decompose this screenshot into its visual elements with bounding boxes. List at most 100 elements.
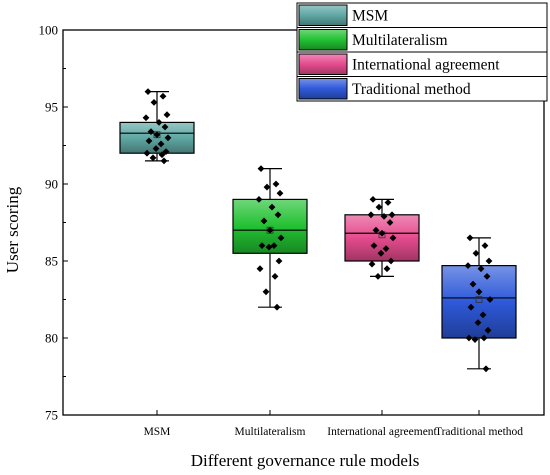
data-point: [159, 92, 167, 100]
y-axis-title: User scoring: [3, 186, 22, 273]
data-point: [466, 234, 474, 242]
data-point: [272, 180, 280, 188]
y-tick-label: 100: [39, 23, 59, 38]
x-tick-label: MSM: [144, 426, 171, 438]
data-point: [383, 265, 391, 273]
data-point: [143, 149, 151, 157]
data-point: [161, 123, 169, 131]
data-point: [378, 229, 386, 237]
data-point: [382, 245, 390, 253]
data-point: [268, 203, 276, 211]
box-group: [441, 234, 517, 373]
legend: MSM Multilateralism International agreemen…: [296, 2, 548, 102]
data-point: [147, 128, 155, 136]
data-point: [377, 249, 385, 257]
x-axis: MSM Multilateralism International agreemen…: [144, 410, 523, 438]
data-point: [481, 242, 489, 249]
data-point: [164, 134, 172, 142]
data-point: [482, 365, 490, 373]
data-point: [274, 211, 282, 219]
legend-item: Traditional method: [296, 76, 548, 102]
y-tick-label: 80: [45, 331, 58, 346]
data-point: [486, 296, 494, 303]
data-point: [372, 226, 380, 234]
data-point: [257, 165, 265, 172]
box-group: [119, 88, 195, 165]
y-tick-label: 75: [45, 408, 58, 423]
x-axis-title: Different governance rule models: [191, 451, 420, 470]
mean-marker: [475, 296, 483, 303]
data-point: [485, 257, 493, 265]
data-point: [480, 334, 488, 342]
legend-swatch: [298, 53, 348, 75]
data-point: [158, 151, 166, 159]
y-tick-label: 85: [45, 254, 58, 269]
data-point: [276, 189, 284, 197]
data-point: [384, 199, 392, 206]
y-tick-label: 95: [45, 100, 58, 115]
data-point: [260, 217, 268, 225]
box-group: [344, 196, 420, 280]
data-point: [469, 280, 477, 288]
data-point: [472, 249, 480, 257]
data-point: [389, 234, 397, 242]
data-point: [464, 262, 472, 270]
legend-label: MSM: [352, 8, 388, 25]
data-point: [270, 242, 278, 249]
data-point: [368, 260, 376, 268]
data-point: [157, 140, 165, 148]
data-point: [149, 154, 157, 162]
data-point: [477, 265, 485, 273]
data-point: [150, 98, 158, 106]
legend-swatch: [298, 29, 348, 51]
data-point: [265, 243, 273, 251]
legend-item: Multilateralism: [296, 27, 548, 53]
data-point: [160, 157, 168, 165]
legend-label: Multilateralism: [352, 32, 448, 49]
y-axis: 75 80 85 90 95 100: [39, 23, 68, 423]
legend-item: MSM: [296, 2, 548, 28]
data-point: [258, 242, 266, 249]
data-point: [271, 273, 279, 280]
data-point: [275, 257, 283, 265]
data-point: [144, 88, 152, 95]
data-point: [465, 334, 473, 342]
legend-swatch: [298, 4, 348, 26]
legend-swatch: [298, 78, 348, 100]
y-tick-label: 90: [45, 177, 58, 192]
data-point: [483, 273, 491, 280]
x-tick-label: International agreement: [327, 426, 437, 438]
data-point: [370, 242, 378, 249]
legend-item: International agreement: [296, 51, 548, 77]
data-point: [152, 145, 160, 152]
legend-label: Traditional method: [352, 81, 471, 98]
data-point: [142, 114, 150, 122]
data-point: [145, 137, 153, 145]
data-point: [266, 226, 274, 234]
data-point: [479, 311, 487, 319]
data-point: [375, 203, 383, 211]
data-point: [484, 326, 492, 334]
data-point: [386, 219, 394, 226]
data-point: [474, 319, 482, 326]
data-point: [475, 288, 483, 296]
data-point: [262, 288, 270, 296]
data-point: [162, 148, 170, 156]
data-point: [471, 336, 479, 343]
data-point: [369, 196, 377, 203]
data-point: [163, 111, 171, 119]
data-point: [388, 211, 396, 219]
data-point: [374, 273, 382, 280]
x-tick-label: Multilateralism: [235, 426, 306, 438]
data-point: [255, 196, 263, 203]
data-point: [387, 257, 395, 265]
data-point: [273, 303, 281, 311]
box-group: [232, 165, 308, 311]
data-point: [153, 131, 161, 139]
boxes: [119, 88, 517, 373]
data-point: [367, 211, 375, 219]
box: [441, 265, 517, 339]
data-point: [263, 183, 271, 191]
data-point: [256, 265, 264, 273]
